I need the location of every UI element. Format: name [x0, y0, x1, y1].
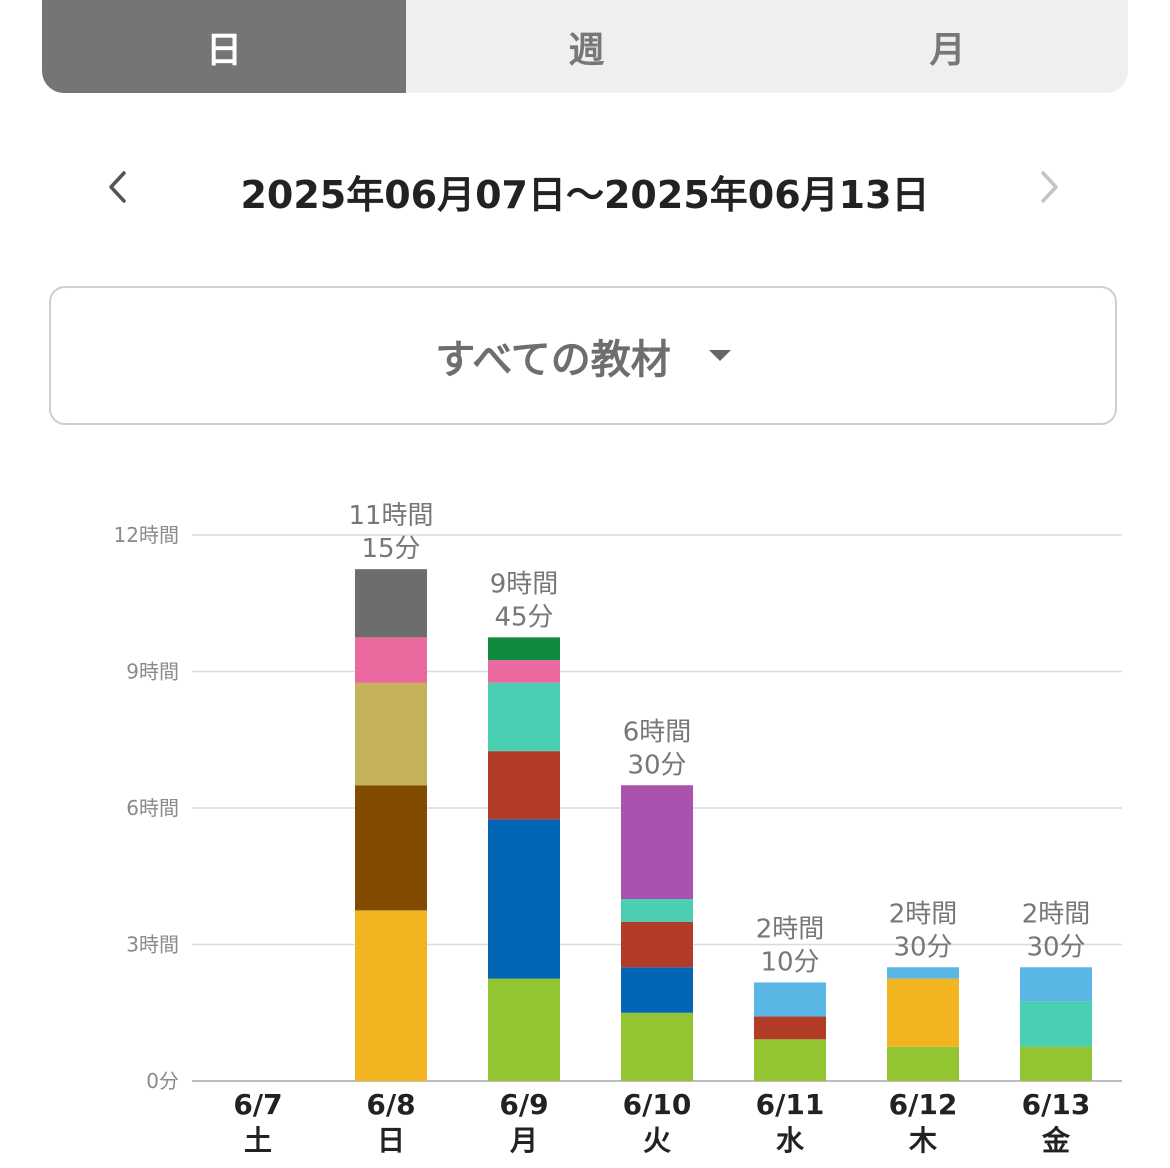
bar-segment	[887, 978, 959, 1047]
bar-segment	[355, 910, 427, 1081]
x-weekday-label: 月	[509, 1124, 538, 1157]
tab-day[interactable]: 日	[42, 0, 406, 93]
bar-segment	[488, 682, 560, 752]
x-weekday-label: 日	[377, 1124, 405, 1157]
period-tabs: 日 週 月	[42, 0, 1128, 93]
material-select[interactable]: すべての教材	[49, 286, 1117, 425]
x-date-label: 6/12	[889, 1088, 958, 1121]
bar-segment	[754, 1016, 826, 1040]
tab-week[interactable]: 週	[568, 29, 605, 71]
y-tick-label: 3時間	[126, 933, 179, 957]
bar-total-label: 30分	[893, 932, 952, 962]
bar-segment	[1020, 967, 1092, 1002]
bar-segment	[1020, 1046, 1092, 1081]
bar-segment	[621, 1012, 693, 1081]
bar-segment	[355, 785, 427, 911]
bar-segment	[621, 899, 693, 922]
y-tick-label: 6時間	[126, 796, 179, 820]
bar-total-label: 10分	[760, 947, 819, 977]
chevron-right-icon[interactable]	[1025, 162, 1075, 212]
y-tick-label: 12時間	[114, 523, 179, 547]
bar-segment	[754, 982, 826, 1017]
tab-month[interactable]: 月	[929, 29, 966, 71]
date-navigation: 2025年06月07日〜2025年06月13日	[0, 150, 1170, 230]
bar-total-label: 2時間	[889, 899, 958, 929]
bar-total-label: 30分	[1026, 932, 1085, 962]
y-tick-label: 9時間	[126, 660, 179, 684]
bar-segment	[355, 569, 427, 638]
bar-segment	[488, 660, 560, 683]
bar-segment	[488, 751, 560, 820]
bar-segment	[887, 967, 959, 979]
x-weekday-label: 火	[643, 1124, 671, 1157]
bar-segment	[488, 637, 560, 661]
caret-down-icon	[708, 350, 731, 361]
material-select-label: すべての教材	[435, 336, 671, 383]
chevron-left-icon[interactable]	[92, 162, 142, 212]
bar-segment	[754, 1039, 826, 1081]
bar-segment	[887, 1046, 959, 1081]
y-tick-label: 0分	[146, 1069, 179, 1093]
x-date-label: 6/7	[233, 1088, 282, 1121]
bar-total-label: 9時間	[490, 569, 559, 599]
x-weekday-label: 木	[908, 1124, 937, 1157]
bar-segment	[355, 637, 427, 683]
bar-total-label: 15分	[361, 534, 420, 564]
bar-segment	[488, 978, 560, 1081]
bar-segment	[1020, 1001, 1092, 1047]
study-time-chart: 0分3時間6時間9時間12時間6/7土11時間15分6/8日9時間45分6/9月…	[114, 501, 1122, 1157]
x-date-label: 6/9	[499, 1088, 548, 1121]
bar-segment	[621, 921, 693, 968]
x-weekday-label: 水	[776, 1124, 805, 1157]
bar-total-label: 11時間	[348, 501, 433, 531]
date-range-label: 2025年06月07日〜2025年06月13日	[240, 173, 930, 217]
x-weekday-label: 土	[244, 1124, 272, 1157]
x-date-label: 6/13	[1022, 1088, 1091, 1121]
x-date-label: 6/10	[623, 1088, 692, 1121]
bar-segment	[488, 819, 560, 979]
bar-total-label: 6時間	[623, 717, 692, 747]
x-date-label: 6/8	[366, 1088, 415, 1121]
bar-total-label: 45分	[494, 602, 553, 632]
bar-segment	[621, 785, 693, 899]
bar-segment	[355, 682, 427, 786]
bar-total-label: 30分	[627, 750, 686, 780]
x-weekday-label: 金	[1041, 1124, 1071, 1157]
bar-total-label: 2時間	[756, 914, 825, 944]
x-date-label: 6/11	[756, 1088, 825, 1121]
bar-segment	[621, 967, 693, 1013]
bar-total-label: 2時間	[1022, 899, 1091, 929]
